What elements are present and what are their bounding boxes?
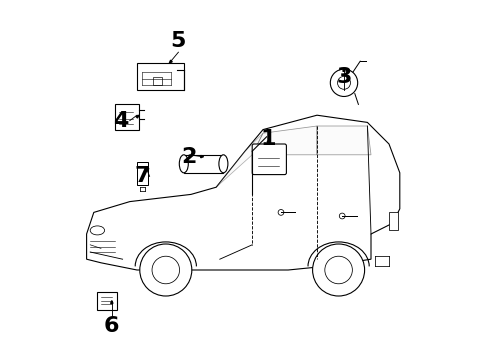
Text: 3: 3	[336, 67, 352, 87]
Circle shape	[330, 69, 358, 96]
Polygon shape	[170, 60, 172, 63]
Text: 1: 1	[261, 129, 276, 149]
Circle shape	[313, 244, 365, 296]
Ellipse shape	[219, 155, 228, 173]
Polygon shape	[343, 68, 345, 71]
Bar	[137, 162, 148, 185]
Bar	[116, 104, 139, 130]
Polygon shape	[201, 156, 204, 158]
Polygon shape	[267, 141, 270, 144]
Polygon shape	[136, 115, 139, 118]
Text: 2: 2	[181, 147, 197, 167]
Circle shape	[152, 256, 179, 284]
Bar	[153, 77, 162, 85]
Circle shape	[140, 244, 192, 296]
Polygon shape	[146, 167, 149, 170]
Text: 4: 4	[113, 111, 128, 131]
Circle shape	[339, 213, 345, 219]
Polygon shape	[111, 301, 113, 303]
Text: 7: 7	[135, 166, 150, 186]
Circle shape	[325, 256, 352, 284]
Text: 5: 5	[171, 31, 186, 51]
Bar	[184, 155, 223, 173]
Circle shape	[338, 76, 350, 89]
Polygon shape	[317, 126, 371, 155]
PathPatch shape	[87, 115, 400, 270]
Bar	[137, 63, 184, 90]
Bar	[98, 292, 117, 310]
FancyBboxPatch shape	[252, 144, 286, 175]
Ellipse shape	[90, 226, 104, 235]
PathPatch shape	[216, 133, 263, 187]
Circle shape	[278, 210, 284, 215]
Text: 6: 6	[104, 316, 120, 336]
Polygon shape	[252, 126, 317, 155]
Ellipse shape	[179, 155, 188, 173]
Bar	[389, 212, 398, 230]
